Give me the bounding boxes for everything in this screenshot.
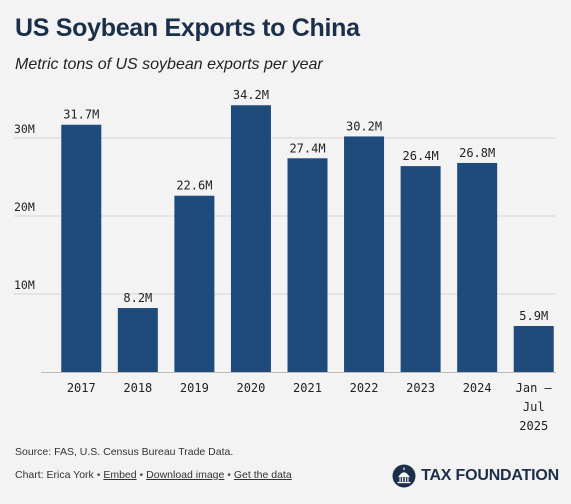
data-label: 26.8M: [459, 146, 495, 160]
x-tick-label: 2024: [463, 381, 492, 395]
embed-link[interactable]: Embed: [103, 469, 137, 481]
chart-author: Chart: Erica York: [15, 469, 94, 481]
bar: [174, 195, 215, 372]
get-data-link[interactable]: Get the data: [233, 469, 292, 481]
x-tick-label: 2020: [236, 381, 265, 395]
x-tick-label: 2018: [123, 381, 152, 395]
credits-line: Chart: Erica York • Embed • Download ima…: [15, 469, 292, 481]
separator: •: [96, 469, 101, 481]
x-tick-label: 2021: [293, 381, 322, 395]
source-note: Source: FAS, U.S. Census Bureau Trade Da…: [15, 446, 234, 458]
capitol-dome-icon: [392, 464, 416, 488]
x-tick-label: 2022: [350, 381, 379, 395]
data-label: 5.9M: [519, 309, 548, 323]
x-tick-label: Jul: [523, 400, 545, 414]
data-label: 22.6M: [176, 179, 212, 193]
download-image-link[interactable]: Download image: [146, 469, 225, 481]
y-tick-label: 20M: [14, 200, 35, 214]
tax-foundation-logo[interactable]: TAX FOUNDATION: [392, 464, 559, 488]
separator: •: [227, 469, 231, 481]
bar: [513, 325, 554, 372]
x-tick-label: 2023: [406, 381, 435, 395]
bar: [61, 124, 102, 373]
x-tick-label: 2019: [180, 381, 209, 395]
separator: •: [139, 469, 144, 481]
data-label: 34.2M: [233, 88, 269, 102]
y-tick-label: 30M: [14, 122, 35, 136]
data-label: 31.7M: [63, 108, 99, 122]
bar: [344, 136, 385, 372]
data-label: 26.4M: [403, 149, 439, 163]
label-layer: 31.7M 2017 8.2M 2018 22.6M 2019 34.2M 2020 27.4M…: [63, 88, 552, 433]
bar: [457, 162, 498, 372]
data-label: 30.2M: [346, 119, 382, 133]
y-tick-label: 10M: [14, 278, 35, 292]
brand-name: TAX FOUNDATION: [421, 467, 559, 484]
x-tick-label: Jan –: [516, 381, 553, 395]
chart-subtitle: Metric tons of US soybean exports per ye…: [15, 56, 323, 73]
x-tick-label: 2017: [67, 381, 96, 395]
bar: [287, 158, 328, 372]
bar: [400, 166, 441, 372]
data-label: 27.4M: [289, 141, 325, 155]
bar-layer: [61, 105, 554, 373]
data-label: 8.2M: [123, 291, 152, 305]
chart-title: US Soybean Exports to China: [15, 14, 360, 42]
bar: [117, 308, 158, 372]
bar-chart: 10M 20M 30M 31.7M 2017 8.2M 2018 22.6M 2019 34.2…: [14, 88, 556, 433]
x-tick-label: 2025: [519, 419, 548, 433]
bar: [230, 105, 271, 373]
